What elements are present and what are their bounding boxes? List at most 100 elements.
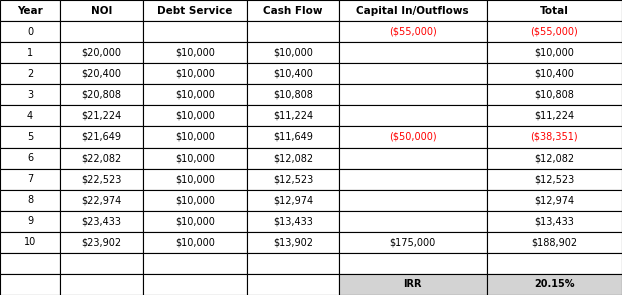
Bar (339, 127, 487, 148)
Bar (60, 253, 143, 274)
Bar (60, 63, 143, 84)
Bar (248, 42, 339, 63)
Text: $10,000: $10,000 (175, 216, 215, 226)
Text: $12,974: $12,974 (534, 195, 575, 205)
Text: $188,902: $188,902 (531, 237, 577, 247)
Text: $12,974: $12,974 (273, 195, 313, 205)
Bar (143, 127, 248, 148)
Bar (60, 0, 143, 21)
Bar (143, 274, 248, 295)
Bar (0, 42, 60, 63)
Bar (248, 21, 339, 42)
Text: $21,649: $21,649 (81, 132, 121, 142)
Text: Year: Year (17, 6, 43, 16)
Bar (143, 84, 248, 105)
Bar (60, 148, 143, 168)
Text: $13,433: $13,433 (273, 216, 313, 226)
Text: ($50,000): ($50,000) (389, 132, 437, 142)
Text: $22,974: $22,974 (81, 195, 121, 205)
Bar (143, 232, 248, 253)
Text: $23,902: $23,902 (81, 237, 121, 247)
Text: 0: 0 (27, 27, 33, 37)
Bar (143, 42, 248, 63)
Bar (60, 42, 143, 63)
Bar (0, 63, 60, 84)
Bar (248, 274, 339, 295)
Bar (339, 42, 487, 63)
Bar (60, 168, 143, 190)
Bar (339, 0, 487, 21)
Bar (248, 0, 339, 21)
Text: $21,224: $21,224 (81, 111, 121, 121)
Bar (339, 105, 487, 127)
Text: $12,082: $12,082 (273, 153, 313, 163)
Text: $10,000: $10,000 (175, 195, 215, 205)
Bar (0, 253, 60, 274)
Text: $12,082: $12,082 (534, 153, 575, 163)
Bar (339, 63, 487, 84)
Text: 20.15%: 20.15% (534, 279, 575, 289)
Bar (143, 63, 248, 84)
Bar (248, 105, 339, 127)
Text: $10,000: $10,000 (175, 48, 215, 58)
Bar (487, 63, 622, 84)
Bar (487, 148, 622, 168)
Bar (60, 21, 143, 42)
Bar (487, 105, 622, 127)
Text: $10,808: $10,808 (534, 90, 574, 100)
Bar (60, 190, 143, 211)
Text: $10,000: $10,000 (175, 237, 215, 247)
Text: $10,000: $10,000 (175, 69, 215, 79)
Bar (487, 232, 622, 253)
Bar (339, 148, 487, 168)
Text: $12,523: $12,523 (273, 174, 313, 184)
Bar (143, 190, 248, 211)
Bar (0, 190, 60, 211)
Bar (0, 127, 60, 148)
Bar (339, 253, 487, 274)
Text: NOI: NOI (91, 6, 112, 16)
Bar (248, 190, 339, 211)
Bar (487, 42, 622, 63)
Text: $11,224: $11,224 (273, 111, 313, 121)
Text: $12,523: $12,523 (534, 174, 575, 184)
Text: 3: 3 (27, 90, 33, 100)
Text: 5: 5 (27, 132, 33, 142)
Bar (248, 253, 339, 274)
Bar (248, 211, 339, 232)
Bar (487, 127, 622, 148)
Bar (143, 168, 248, 190)
Bar (339, 21, 487, 42)
Bar (487, 0, 622, 21)
Bar (0, 168, 60, 190)
Text: $22,523: $22,523 (81, 174, 122, 184)
Text: 6: 6 (27, 153, 33, 163)
Text: ($55,000): ($55,000) (389, 27, 437, 37)
Text: 4: 4 (27, 111, 33, 121)
Text: $23,433: $23,433 (81, 216, 121, 226)
Text: 2: 2 (27, 69, 33, 79)
Bar (0, 84, 60, 105)
Bar (60, 232, 143, 253)
Bar (487, 190, 622, 211)
Bar (248, 63, 339, 84)
Bar (339, 168, 487, 190)
Text: $11,224: $11,224 (534, 111, 575, 121)
Bar (0, 232, 60, 253)
Bar (60, 211, 143, 232)
Bar (143, 253, 248, 274)
Text: $10,000: $10,000 (534, 48, 574, 58)
Bar (0, 274, 60, 295)
Bar (143, 211, 248, 232)
Bar (339, 274, 487, 295)
Text: 8: 8 (27, 195, 33, 205)
Text: $10,000: $10,000 (175, 90, 215, 100)
Bar (487, 168, 622, 190)
Text: ($55,000): ($55,000) (531, 27, 578, 37)
Bar (487, 21, 622, 42)
Text: $20,000: $20,000 (81, 48, 121, 58)
Bar (487, 274, 622, 295)
Text: $10,000: $10,000 (175, 111, 215, 121)
Text: $10,808: $10,808 (273, 90, 313, 100)
Bar (60, 84, 143, 105)
